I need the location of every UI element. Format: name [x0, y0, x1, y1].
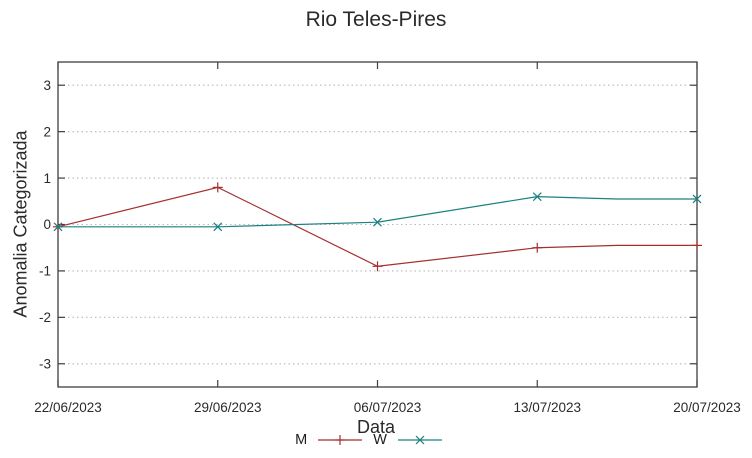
chart-title: Rio Teles-Pires	[305, 8, 447, 31]
y-tick-label: 0	[43, 217, 51, 232]
gridlines	[59, 84, 696, 365]
y-tick-label: -2	[39, 310, 51, 325]
tick-marks	[57, 62, 698, 387]
x-tick-label: 22/06/2023	[34, 400, 102, 415]
x-tick-label: 20/07/2023	[673, 400, 741, 415]
y-tick-label: 2	[43, 124, 51, 139]
legend-label-m: M	[295, 432, 308, 448]
x-tick-label: 13/07/2023	[513, 400, 581, 415]
x-tick-labels: 22/06/2023 29/06/2023 06/07/2023 13/07/2023…	[34, 400, 741, 415]
y-tick-label: -3	[39, 356, 51, 371]
legend-line-cross-icon	[397, 435, 442, 445]
x-tick-label: 06/07/2023	[354, 400, 422, 415]
series-w	[53, 192, 702, 232]
legend: M W	[0, 432, 745, 448]
y-tick-label: -1	[39, 264, 51, 279]
y-tick-label: 1	[43, 171, 51, 186]
legend-line-plus-icon	[318, 435, 363, 445]
x-axis-label: Data	[356, 417, 396, 437]
y-tick-labels: 3 2 1 0 -1 -2 -3	[39, 78, 51, 372]
legend-label-w: W	[373, 432, 387, 448]
y-tick-label: 3	[43, 78, 51, 93]
x-tick-label: 29/06/2023	[194, 400, 262, 415]
